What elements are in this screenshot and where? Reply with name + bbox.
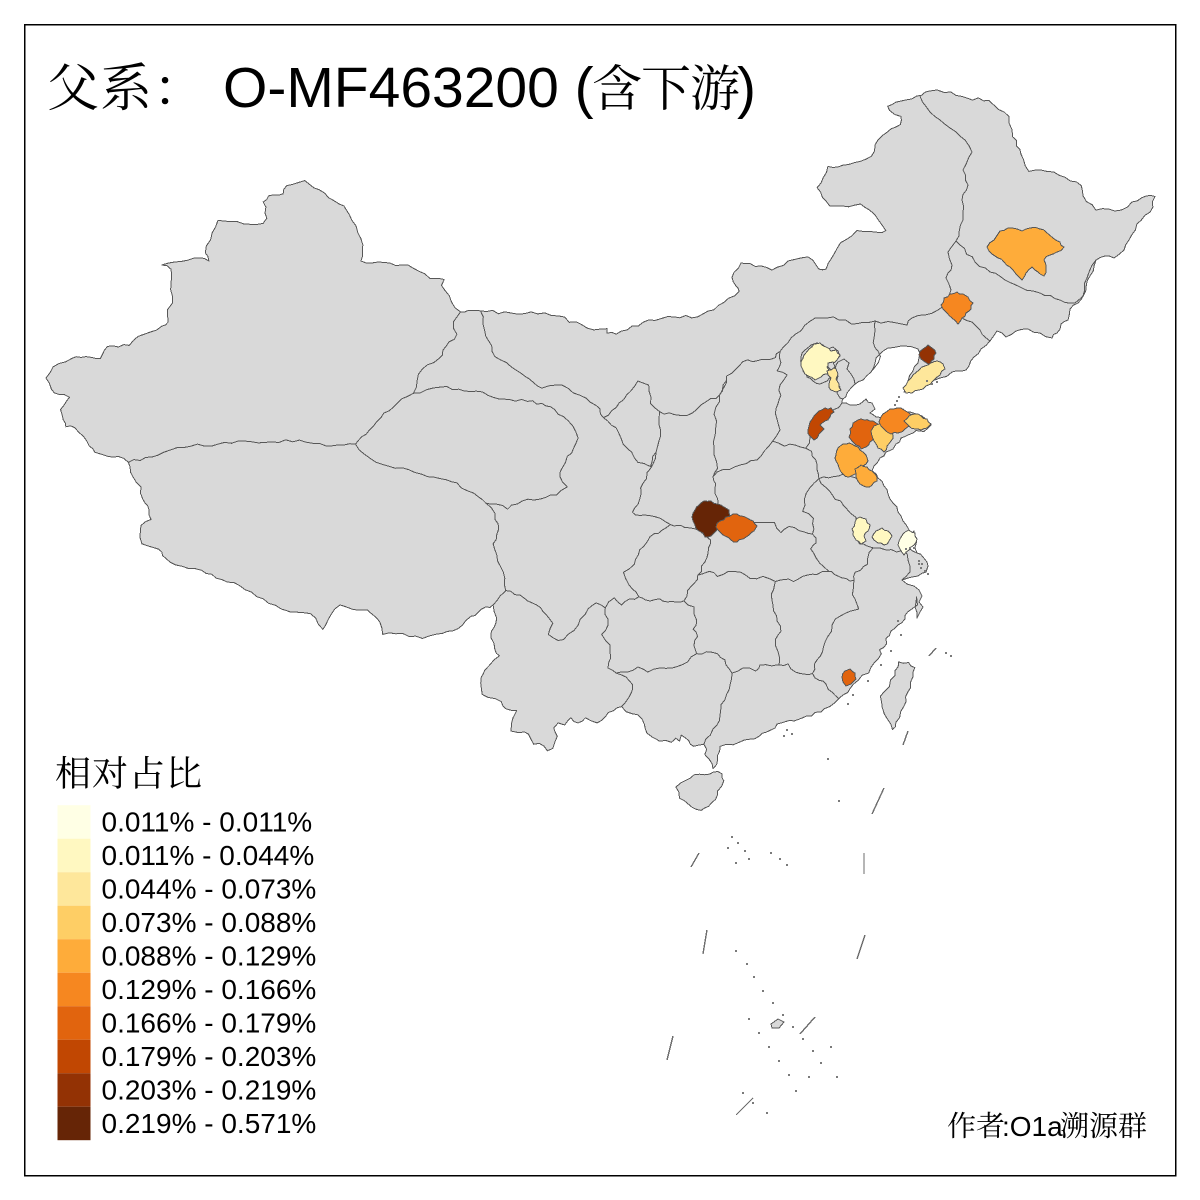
svg-text:0.203% - 0.219%: 0.203% - 0.219%	[102, 1075, 317, 1106]
svg-text:0.044% - 0.073%: 0.044% - 0.073%	[102, 874, 317, 905]
svg-text:0.179% - 0.203%: 0.179% - 0.203%	[102, 1041, 317, 1072]
svg-text:): )	[737, 56, 756, 120]
svg-text::O1a: :O1a	[1002, 1111, 1063, 1142]
svg-text:0.011% - 0.044%: 0.011% - 0.044%	[102, 840, 315, 871]
svg-text:0.011% - 0.011%: 0.011% - 0.011%	[102, 807, 313, 838]
svg-text:0.166% - 0.179%: 0.166% - 0.179%	[102, 1008, 317, 1039]
svg-text:0.219% - 0.571%: 0.219% - 0.571%	[102, 1108, 317, 1139]
svg-text:0.129% - 0.166%: 0.129% - 0.166%	[102, 974, 317, 1005]
svg-text:0.073% - 0.088%: 0.073% - 0.088%	[102, 907, 317, 938]
svg-text:0.088% - 0.129%: 0.088% - 0.129%	[102, 941, 317, 972]
svg-text:O-MF463200 (: O-MF463200 (	[223, 56, 594, 120]
